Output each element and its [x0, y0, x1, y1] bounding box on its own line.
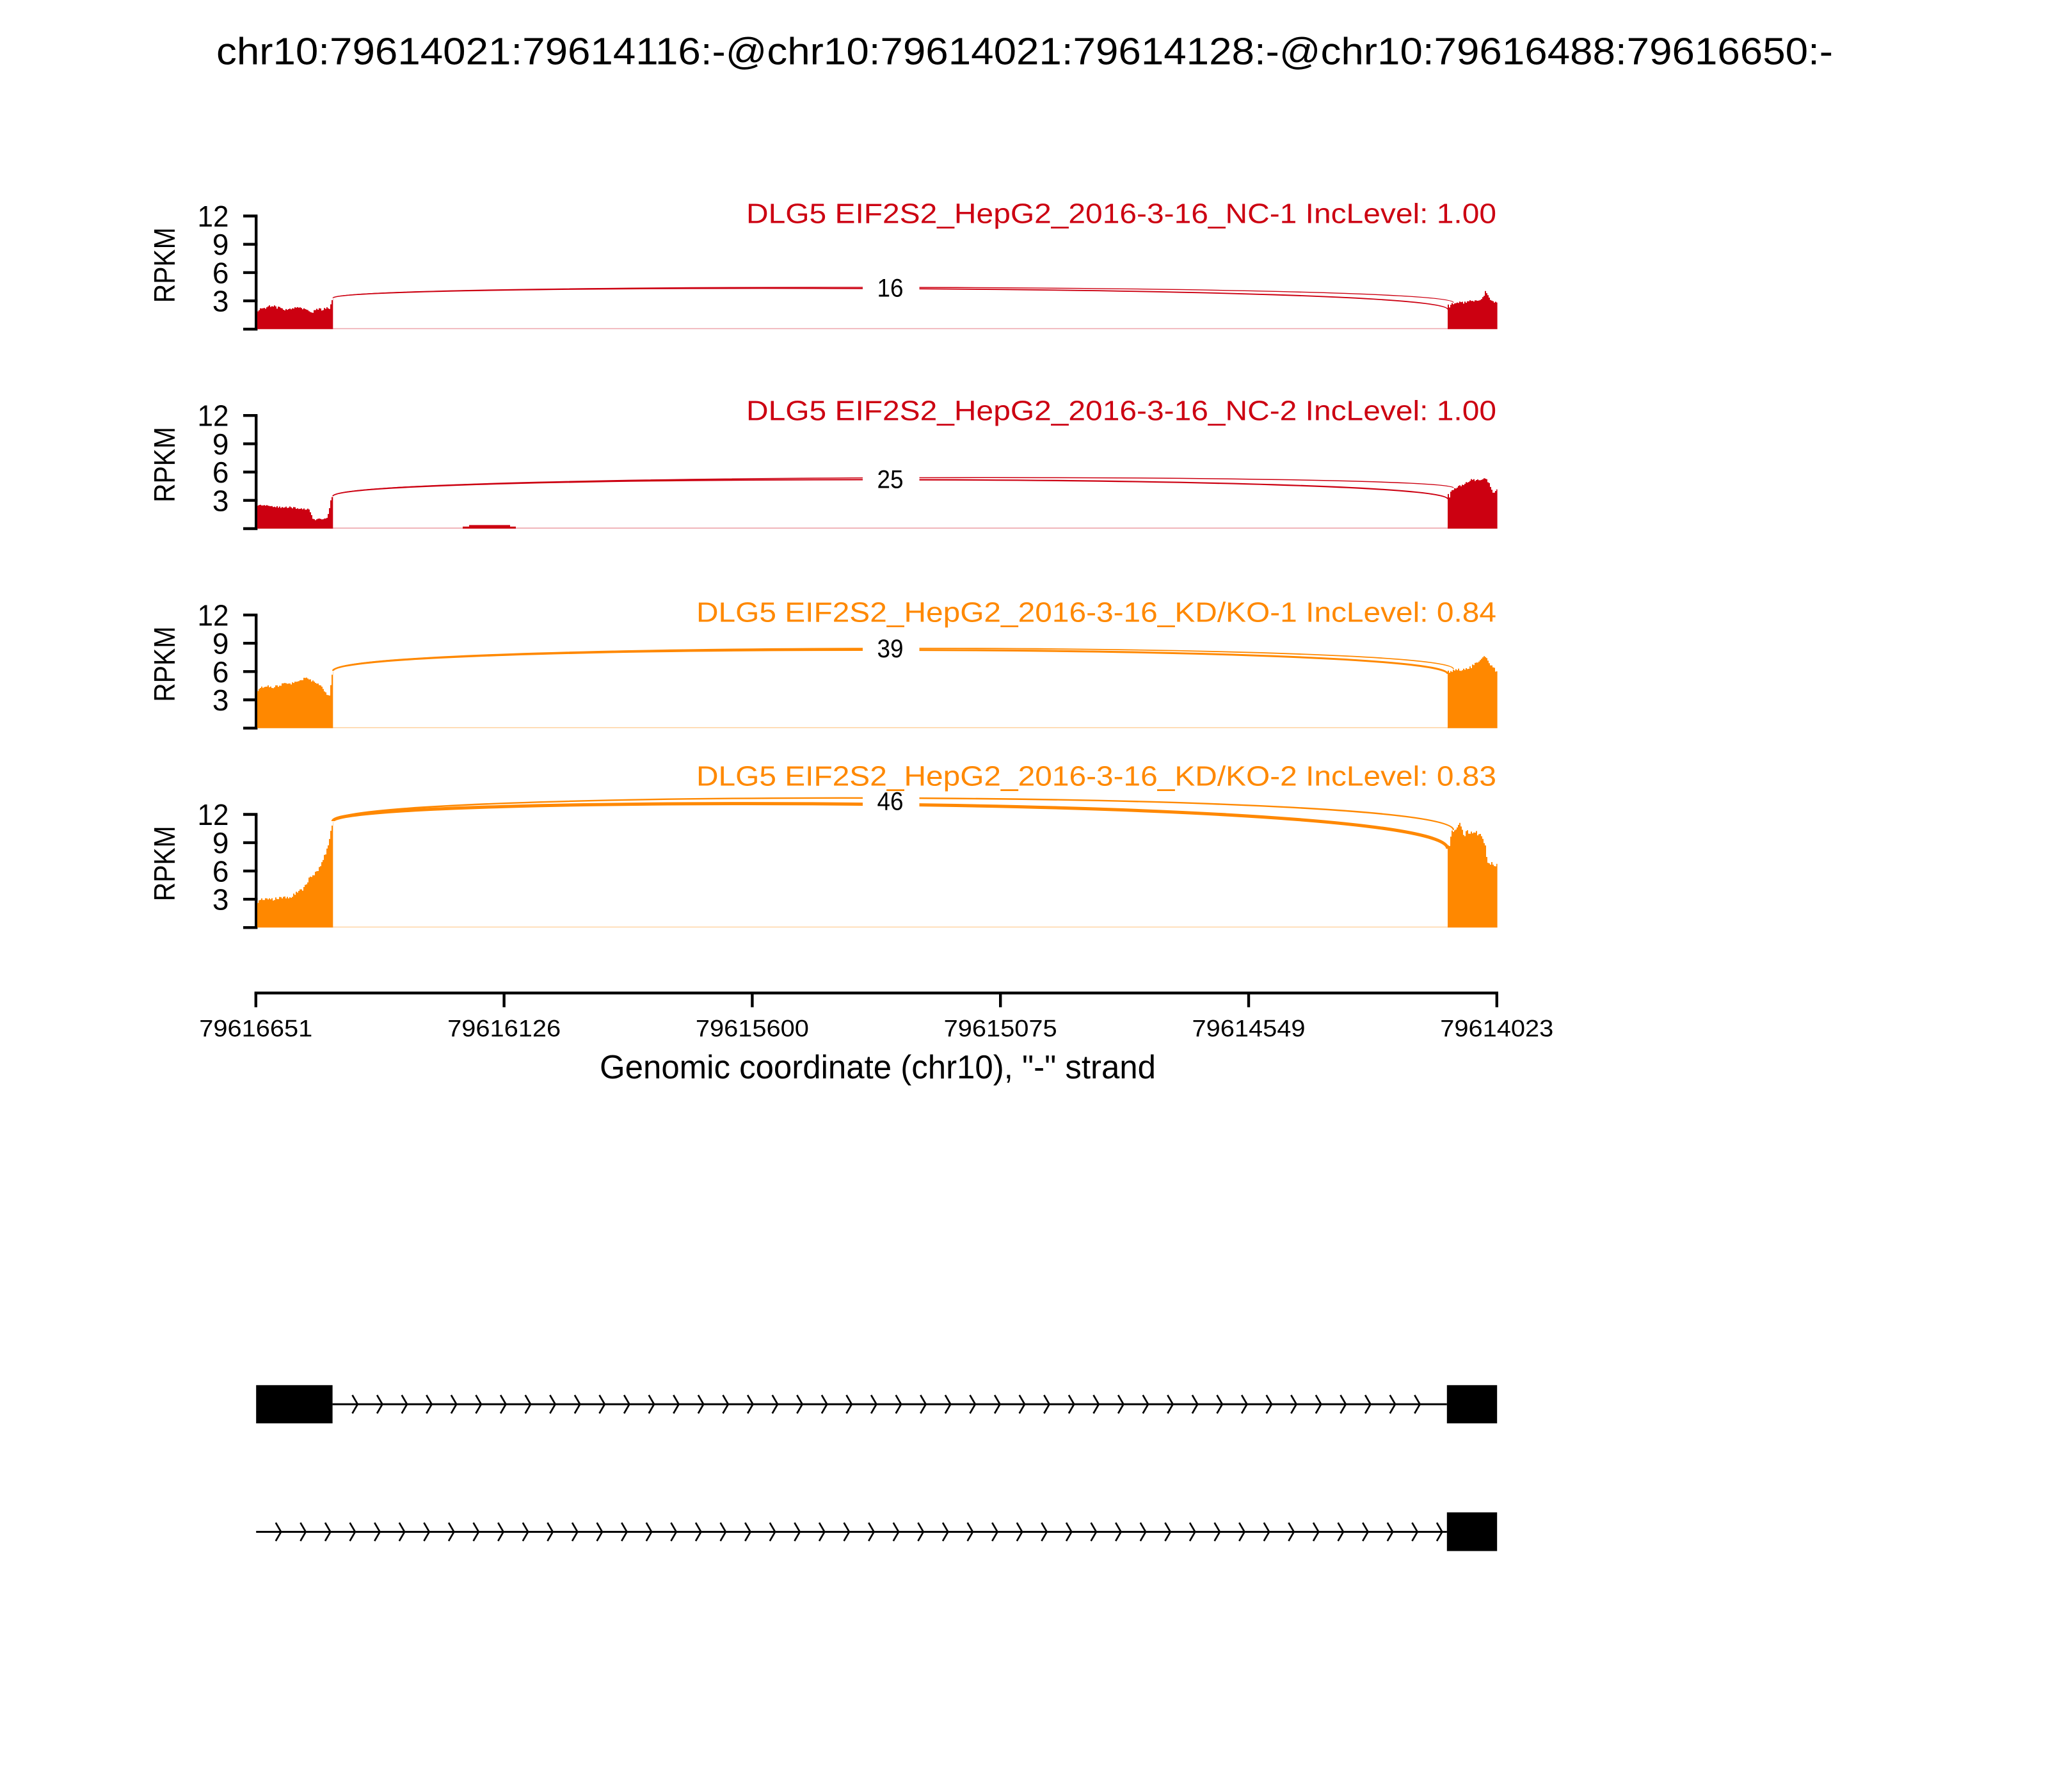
- svg-text:79616126: 79616126: [447, 1015, 561, 1041]
- svg-text:RPKM: RPKM: [148, 627, 181, 702]
- svg-text:6: 6: [212, 456, 229, 489]
- svg-text:3: 3: [212, 484, 229, 517]
- svg-text:46: 46: [877, 788, 904, 816]
- svg-text:DLG5 EIF2S2_HepG2_2016-3-16_NC: DLG5 EIF2S2_HepG2_2016-3-16_NC-2 IncLeve…: [746, 396, 1496, 427]
- svg-text:RPKM: RPKM: [148, 826, 181, 901]
- svg-text:79614549: 79614549: [1192, 1015, 1306, 1041]
- svg-text:12: 12: [198, 399, 229, 433]
- svg-text:9: 9: [212, 627, 229, 660]
- svg-text:12: 12: [198, 598, 229, 632]
- svg-text:RPKM: RPKM: [148, 227, 181, 303]
- svg-text:6: 6: [212, 256, 229, 289]
- svg-text:79614023: 79614023: [1440, 1015, 1553, 1041]
- svg-text:12: 12: [198, 798, 229, 831]
- svg-text:25: 25: [877, 465, 904, 493]
- svg-text:Genomic coordinate (chr10), "-: Genomic coordinate (chr10), "-" strand: [600, 1048, 1156, 1085]
- svg-text:3: 3: [212, 285, 229, 318]
- svg-text:DLG5 EIF2S2_HepG2_2016-3-16_NC: DLG5 EIF2S2_HepG2_2016-3-16_NC-1 IncLeve…: [746, 199, 1496, 230]
- svg-text:6: 6: [212, 854, 229, 888]
- svg-text:39: 39: [877, 635, 904, 663]
- svg-text:RPKM: RPKM: [148, 427, 181, 502]
- svg-text:9: 9: [212, 228, 229, 261]
- svg-text:DLG5 EIF2S2_HepG2_2016-3-16_KD: DLG5 EIF2S2_HepG2_2016-3-16_KD/KO-2 IncL…: [696, 762, 1496, 792]
- svg-text:79615600: 79615600: [696, 1015, 809, 1041]
- svg-text:3: 3: [212, 684, 229, 717]
- svg-text:16: 16: [877, 274, 904, 302]
- svg-text:9: 9: [212, 826, 229, 860]
- svg-text:3: 3: [212, 883, 229, 916]
- svg-text:79616651: 79616651: [199, 1015, 312, 1041]
- svg-text:79615075: 79615075: [944, 1015, 1057, 1041]
- svg-text:chr10:79614021:79614116:-@chr1: chr10:79614021:79614116:-@chr10:79614021…: [216, 30, 1833, 72]
- svg-text:DLG5 EIF2S2_HepG2_2016-3-16_KD: DLG5 EIF2S2_HepG2_2016-3-16_KD/KO-1 IncL…: [696, 598, 1496, 628]
- svg-text:6: 6: [212, 655, 229, 689]
- svg-text:12: 12: [198, 200, 229, 233]
- svg-text:9: 9: [212, 428, 229, 461]
